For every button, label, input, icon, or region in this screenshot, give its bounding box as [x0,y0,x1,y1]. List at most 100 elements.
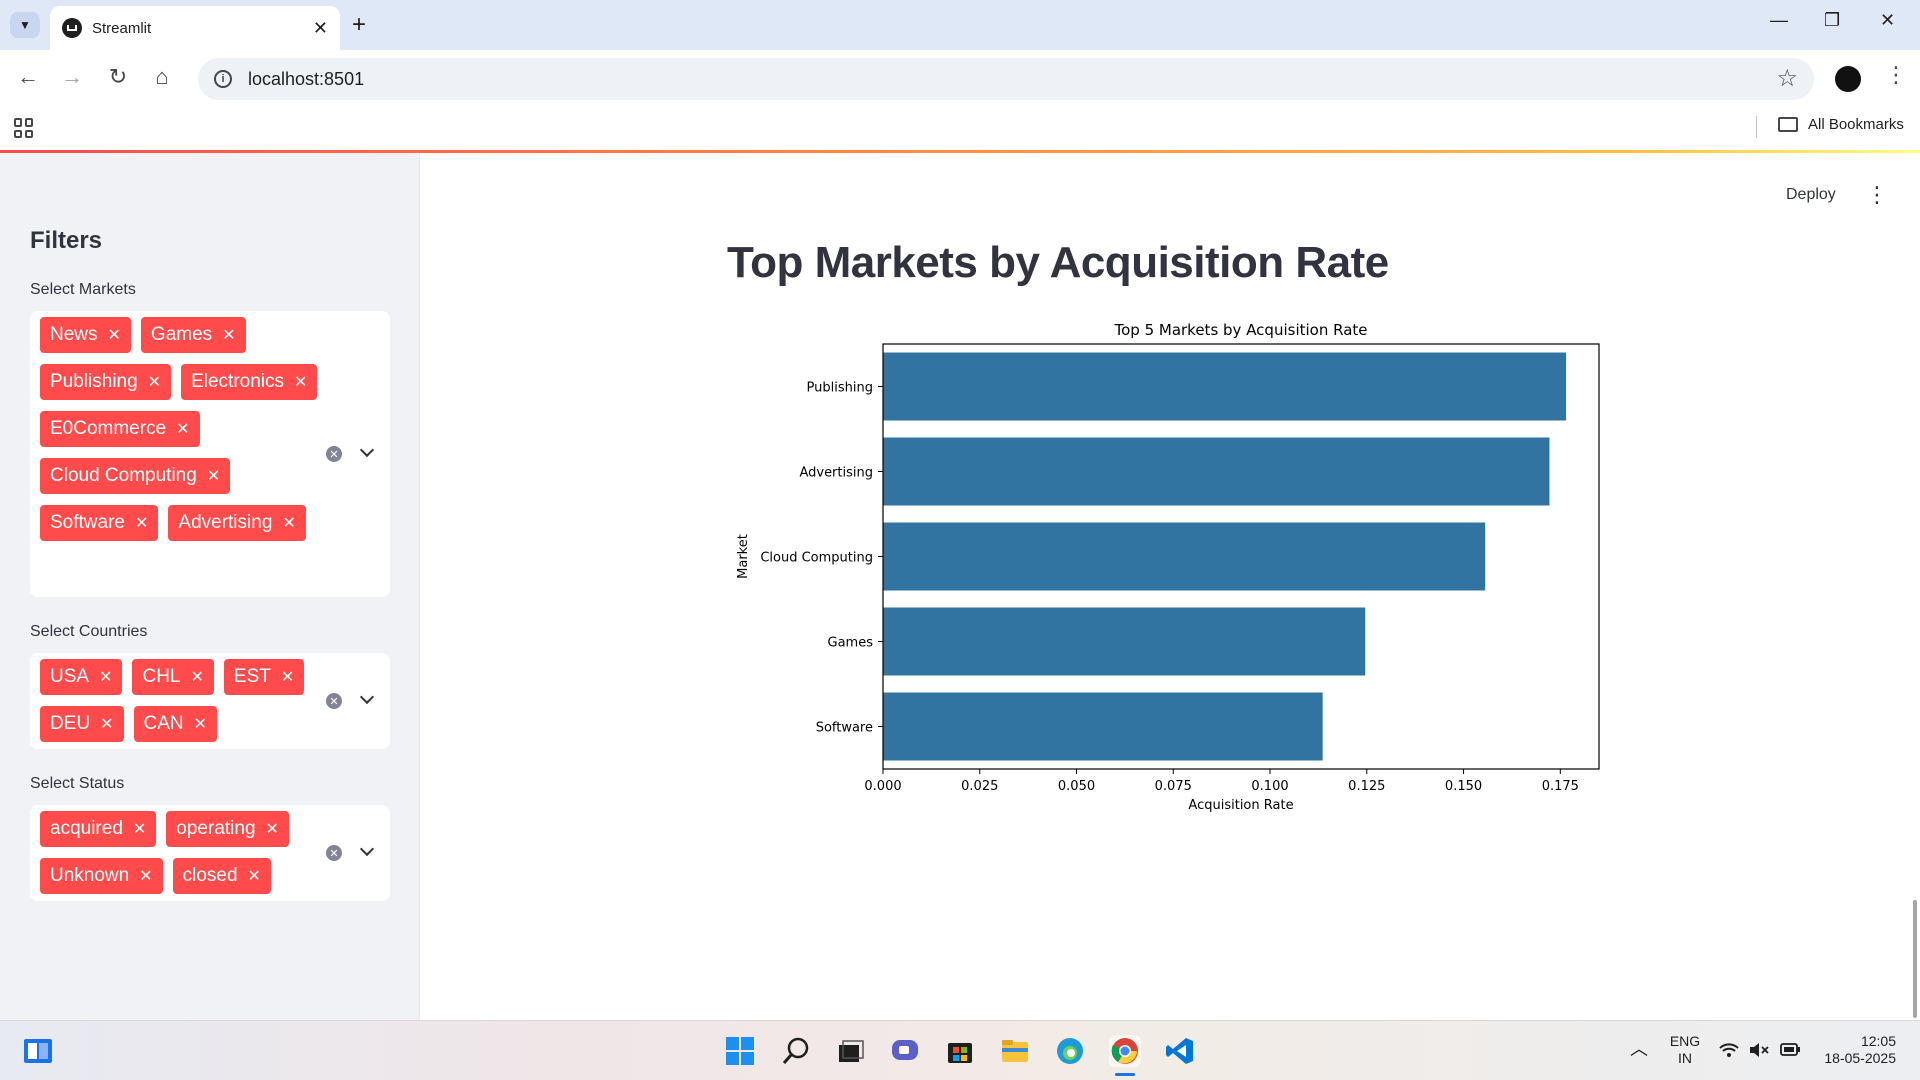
widgets-icon[interactable] [22,1035,54,1067]
vscode-icon[interactable] [1164,1035,1196,1067]
x-tick-label: 0.100 [1251,779,1288,794]
bookmark-star-icon[interactable]: ☆ [1776,65,1798,92]
tab-close-icon[interactable]: ✕ [312,17,328,38]
countries-label: Select Countries [30,623,148,640]
selected-chip[interactable]: CAN ✕ [133,706,218,742]
chip-remove-icon[interactable]: ✕ [134,515,149,532]
status-label: Select Status [30,775,125,792]
countries-clear-icon[interactable]: ✕ [326,693,342,709]
selected-chip[interactable]: News ✕ [40,317,131,353]
tab-search-button[interactable]: ▼ [10,12,40,38]
chip-remove-icon[interactable]: ✕ [247,868,261,885]
browser-menu-icon[interactable]: ⋮ [1885,62,1907,87]
selected-chip[interactable]: DEU ✕ [40,706,124,742]
chip-remove-icon[interactable]: ✕ [190,669,204,686]
url-text[interactable]: localhost:8501 [248,68,365,89]
teams-chat-icon[interactable] [889,1035,921,1067]
windows-taskbar: ︿ ENG IN 12:05 18-05-2025 [0,1020,1920,1080]
chip-remove-icon[interactable]: ✕ [265,821,279,838]
sidebar-title: Filters [30,227,103,254]
profile-avatar[interactable] [1835,66,1861,92]
restore-icon[interactable]: ❐ [1824,10,1841,30]
speaker-muted-icon[interactable] [1748,1041,1770,1063]
chip-remove-icon[interactable]: ✕ [294,374,308,391]
home-icon[interactable]: ⌂ [155,64,169,89]
selected-chip[interactable]: closed ✕ [172,858,271,894]
tab-title: Streamlit [92,19,152,37]
chip-remove-icon[interactable]: ✕ [193,716,208,733]
countries-multiselect[interactable]: USA ✕ CHL ✕ EST ✕ DEU ✕ CAN ✕ ✕ [30,653,390,749]
chip-label: News [50,324,98,345]
chip-remove-icon[interactable]: ✕ [107,327,121,344]
status-chevron-down-icon[interactable] [359,841,375,857]
chip-label: DEU [50,713,91,734]
selected-chip[interactable]: EST ✕ [223,659,305,695]
chip-label: Publishing [50,371,138,392]
chip-remove-icon[interactable]: ✕ [132,821,147,838]
status-multiselect[interactable]: acquired ✕ operating ✕ Unknown ✕ closed ✕ ✕ [30,805,390,901]
selected-chip[interactable]: Unknown ✕ [40,858,163,894]
clock[interactable]: 12:05 18-05-2025 [1812,1033,1896,1067]
app-menu-icon[interactable]: ⋮ [1866,182,1888,207]
chip-remove-icon[interactable]: ✕ [222,327,236,344]
chip-remove-icon[interactable]: ✕ [176,421,190,438]
chip-remove-icon[interactable]: ✕ [100,716,114,733]
apps-grid-icon[interactable] [14,118,34,138]
selected-chip[interactable]: acquired ✕ [40,811,157,847]
edge-browser-icon[interactable] [1054,1035,1086,1067]
selected-chip[interactable]: operating ✕ [166,811,289,847]
scrollbar-thumb[interactable] [1913,900,1917,1018]
selected-chip[interactable]: USA ✕ [40,659,123,695]
site-info-icon[interactable]: i [214,70,232,88]
file-explorer-icon[interactable] [999,1035,1031,1067]
wifi-icon[interactable] [1718,1041,1740,1063]
store-icon[interactable] [944,1035,976,1067]
selected-chip[interactable]: Publishing ✕ [40,364,172,400]
chip-remove-icon[interactable]: ✕ [99,669,113,686]
chip-remove-icon[interactable]: ✕ [282,515,296,532]
battery-icon[interactable] [1778,1041,1802,1063]
all-bookmarks-button[interactable]: All Bookmarks [1778,116,1904,133]
selected-chip[interactable]: Electronics ✕ [181,364,318,400]
x-tick-label: 0.175 [1542,779,1579,794]
chip-remove-icon[interactable]: ✕ [280,669,295,686]
chip-label: CAN [143,713,184,734]
address-bar[interactable]: i localhost:8501 ☆ [198,58,1814,100]
close-window-icon[interactable]: ✕ [1880,10,1896,30]
y-tick-label: Advertising [799,466,873,481]
status-clear-icon[interactable]: ✕ [326,845,342,861]
language-indicator[interactable]: ENG IN [1668,1033,1702,1067]
markets-clear-icon[interactable]: ✕ [326,446,342,462]
language-line2: IN [1678,1050,1692,1066]
show-hidden-icons-icon[interactable]: ︿ [1630,1039,1648,1059]
bookmarks-bar: All Bookmarks [0,108,1920,150]
y-tick-label: Games [828,636,874,651]
markets-chevron-down-icon[interactable] [359,442,375,458]
forward-icon[interactable]: → [61,64,83,89]
selected-chip[interactable]: Software ✕ [40,505,159,541]
chrome-icon[interactable] [1109,1035,1141,1067]
chip-label: Unknown [50,865,130,886]
selected-chip[interactable]: Advertising ✕ [168,505,306,541]
windows-start-icon[interactable] [724,1035,756,1067]
selected-chip[interactable]: CHL ✕ [132,659,214,695]
new-tab-button[interactable]: + [352,11,367,38]
chart-bar [883,522,1486,591]
chip-remove-icon[interactable]: ✕ [206,468,221,485]
selected-chip[interactable]: Cloud Computing ✕ [40,458,231,494]
countries-chevron-down-icon[interactable] [359,689,375,705]
back-icon[interactable]: ← [17,64,39,89]
browser-tab[interactable]: Streamlit ✕ [50,6,340,50]
selected-chip[interactable]: E0Commerce ✕ [40,411,200,447]
chip-label: Software [50,512,125,533]
chip-remove-icon[interactable]: ✕ [147,374,162,391]
search-icon[interactable] [780,1035,812,1067]
markets-multiselect[interactable]: News ✕ Games ✕ Publishing ✕ Electronics ✕ E0Comm… [30,311,390,597]
task-view-icon[interactable] [834,1035,866,1067]
y-axis-label: Market [736,534,751,579]
deploy-button[interactable]: Deploy [1786,186,1836,203]
minimize-icon[interactable]: — [1770,10,1788,30]
reload-icon[interactable]: ↻ [108,64,128,89]
selected-chip[interactable]: Games ✕ [140,317,246,353]
chip-remove-icon[interactable]: ✕ [139,868,153,885]
